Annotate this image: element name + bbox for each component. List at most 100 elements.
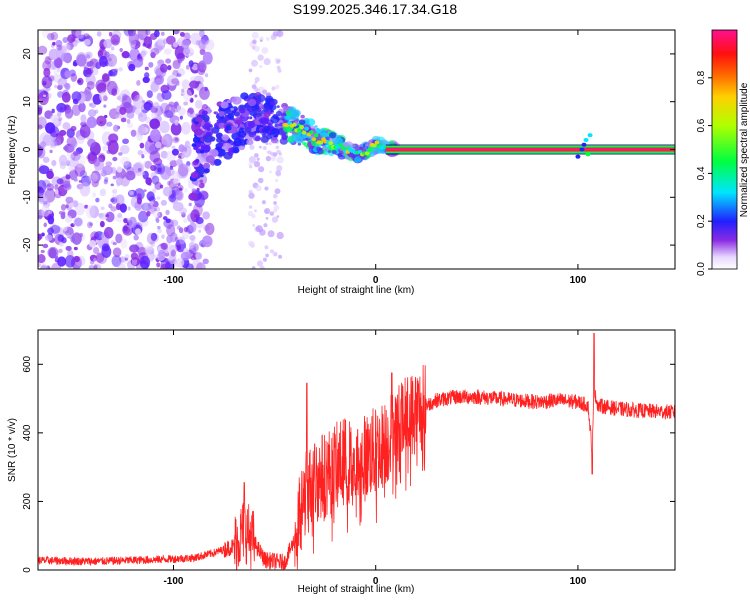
noise-blob xyxy=(60,52,70,62)
noise-blob xyxy=(175,190,184,201)
ridge-blob xyxy=(218,142,224,147)
noise-blob xyxy=(153,30,160,38)
noise-blob xyxy=(92,246,100,255)
noise-blob xyxy=(160,263,169,269)
noise-blob xyxy=(43,67,51,78)
noise-blob xyxy=(266,150,269,154)
noise-blob xyxy=(142,160,151,169)
noise-blob xyxy=(71,91,82,102)
noise-blob xyxy=(105,214,109,218)
noise-blob xyxy=(160,150,168,159)
noise-blob xyxy=(105,161,113,167)
noise-blob xyxy=(155,78,162,86)
noise-blob xyxy=(149,200,155,205)
noise-blob xyxy=(155,141,162,149)
noise-blob xyxy=(204,86,208,92)
noise-blob xyxy=(38,107,43,115)
ridge-core-blob xyxy=(304,126,309,131)
noise-blob xyxy=(65,204,69,209)
noise-blob xyxy=(54,56,63,69)
noise-blob xyxy=(201,235,213,248)
noise-blob xyxy=(80,114,87,123)
noise-blob xyxy=(89,260,95,265)
noise-blob xyxy=(42,243,49,249)
noise-blob xyxy=(70,139,78,148)
colorbar: 0.0 0.2 0.4 0.6 0.8 Normalized spectral ampl… xyxy=(696,29,750,276)
snr-x-ticks: -100 0 100 xyxy=(163,330,587,587)
noise-blob xyxy=(179,187,183,191)
noise-blob xyxy=(72,62,77,67)
noise-blob xyxy=(99,188,107,197)
ridge-blob xyxy=(228,147,234,153)
noise-blob xyxy=(40,265,48,269)
noise-blob xyxy=(167,64,172,71)
noise-blob xyxy=(65,157,74,165)
noise-blob xyxy=(101,243,110,252)
noise-blob xyxy=(46,56,50,61)
noise-blob xyxy=(44,56,52,65)
noise-blob xyxy=(183,101,189,106)
noise-blob xyxy=(104,51,110,59)
noise-blob xyxy=(202,258,209,265)
ridge-blob xyxy=(246,139,254,146)
noise-blob xyxy=(259,265,265,269)
noise-blob xyxy=(191,188,197,194)
noise-blob xyxy=(106,80,118,96)
ridge-blob xyxy=(233,117,243,125)
noise-blob xyxy=(174,137,179,142)
noise-blob xyxy=(57,77,68,87)
ridge-blob xyxy=(327,149,332,153)
noise-blob xyxy=(262,257,268,262)
noise-blob xyxy=(144,245,153,254)
ridge-core-blob xyxy=(372,143,377,148)
noise-blob xyxy=(88,172,98,183)
noise-blob xyxy=(58,248,63,254)
noise-blob xyxy=(150,232,158,242)
noise-blob xyxy=(265,37,270,41)
noise-blob xyxy=(174,257,185,268)
ridge-blob xyxy=(270,109,274,113)
ridge-blob xyxy=(316,129,321,133)
noise-blob xyxy=(196,62,205,71)
ridge-blob xyxy=(259,117,269,125)
noise-blob xyxy=(51,262,62,269)
noise-blob xyxy=(200,190,209,200)
noise-blob xyxy=(38,254,46,264)
ridge-blob xyxy=(213,111,217,115)
noise-blob xyxy=(248,68,253,73)
noise-blob xyxy=(178,227,184,234)
noise-blob xyxy=(148,61,154,68)
noise-blob xyxy=(139,255,151,269)
noise-blob xyxy=(99,91,108,102)
spectrogram-y-tick-label: -20 xyxy=(22,237,33,252)
noise-blob xyxy=(261,47,269,54)
ridge-blob xyxy=(261,133,267,138)
noise-blob xyxy=(128,216,137,228)
ridge-blob xyxy=(325,148,329,151)
colorbar-ticks: 0.0 0.2 0.4 0.6 0.8 xyxy=(696,70,712,276)
noise-blob xyxy=(160,63,168,73)
noise-blob xyxy=(171,148,179,156)
noise-blob xyxy=(88,102,93,107)
ridge-core-blob xyxy=(338,143,343,148)
ridge-blob xyxy=(263,109,268,113)
noise-blob xyxy=(111,255,122,268)
noise-blob xyxy=(71,30,82,39)
noise-blob xyxy=(54,84,58,89)
noise-blob xyxy=(112,247,122,258)
noise-blob xyxy=(83,66,88,71)
noise-blob xyxy=(253,87,259,92)
noise-blob xyxy=(150,47,160,56)
noise-blob xyxy=(198,229,202,233)
ridge-blob xyxy=(218,111,225,117)
noise-blob xyxy=(64,70,72,79)
noise-blob xyxy=(274,188,281,195)
noise-blob xyxy=(62,122,71,130)
noise-blob xyxy=(143,101,153,111)
noise-blob xyxy=(71,232,82,245)
noise-blob xyxy=(112,242,117,246)
noise-blob xyxy=(119,47,123,53)
noise-blob xyxy=(54,189,59,195)
noise-blob xyxy=(61,92,71,103)
noise-blob xyxy=(156,262,161,268)
